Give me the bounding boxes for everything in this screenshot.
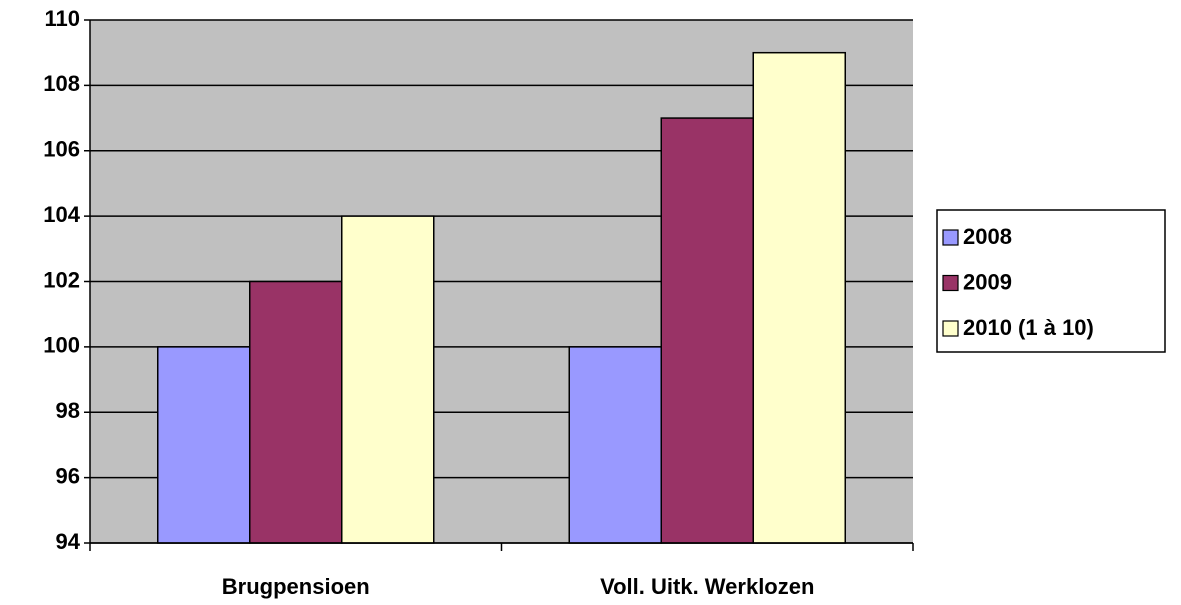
y-tick-label: 110 [45, 6, 81, 31]
y-tick-label: 100 [43, 333, 80, 358]
legend [936, 209, 1166, 353]
y-tick-label: 106 [43, 137, 80, 162]
bar [752, 51, 846, 544]
bar [660, 117, 754, 544]
y-tick-label: 96 [56, 463, 80, 488]
x-tick-label: Voll. Uitk. Werklozen [600, 574, 814, 599]
y-tick-label: 108 [43, 71, 80, 96]
legend-swatch [942, 229, 959, 246]
y-tick-label: 102 [43, 267, 80, 292]
x-tick-label: Brugpensioen [222, 574, 370, 599]
legend-label: 2009 [963, 269, 1012, 294]
legend-swatch [942, 320, 959, 337]
bar [341, 215, 435, 544]
bar [568, 346, 662, 544]
legend-swatch [942, 274, 959, 292]
y-tick-label: 94 [56, 529, 81, 554]
legend-label: 2008 [963, 224, 1012, 249]
y-tick-label: 98 [56, 398, 80, 423]
bar [157, 346, 251, 544]
y-tick-label: 104 [43, 202, 80, 227]
bar [249, 280, 343, 544]
legend-label: 2010 (1 à 10) [963, 315, 1094, 340]
